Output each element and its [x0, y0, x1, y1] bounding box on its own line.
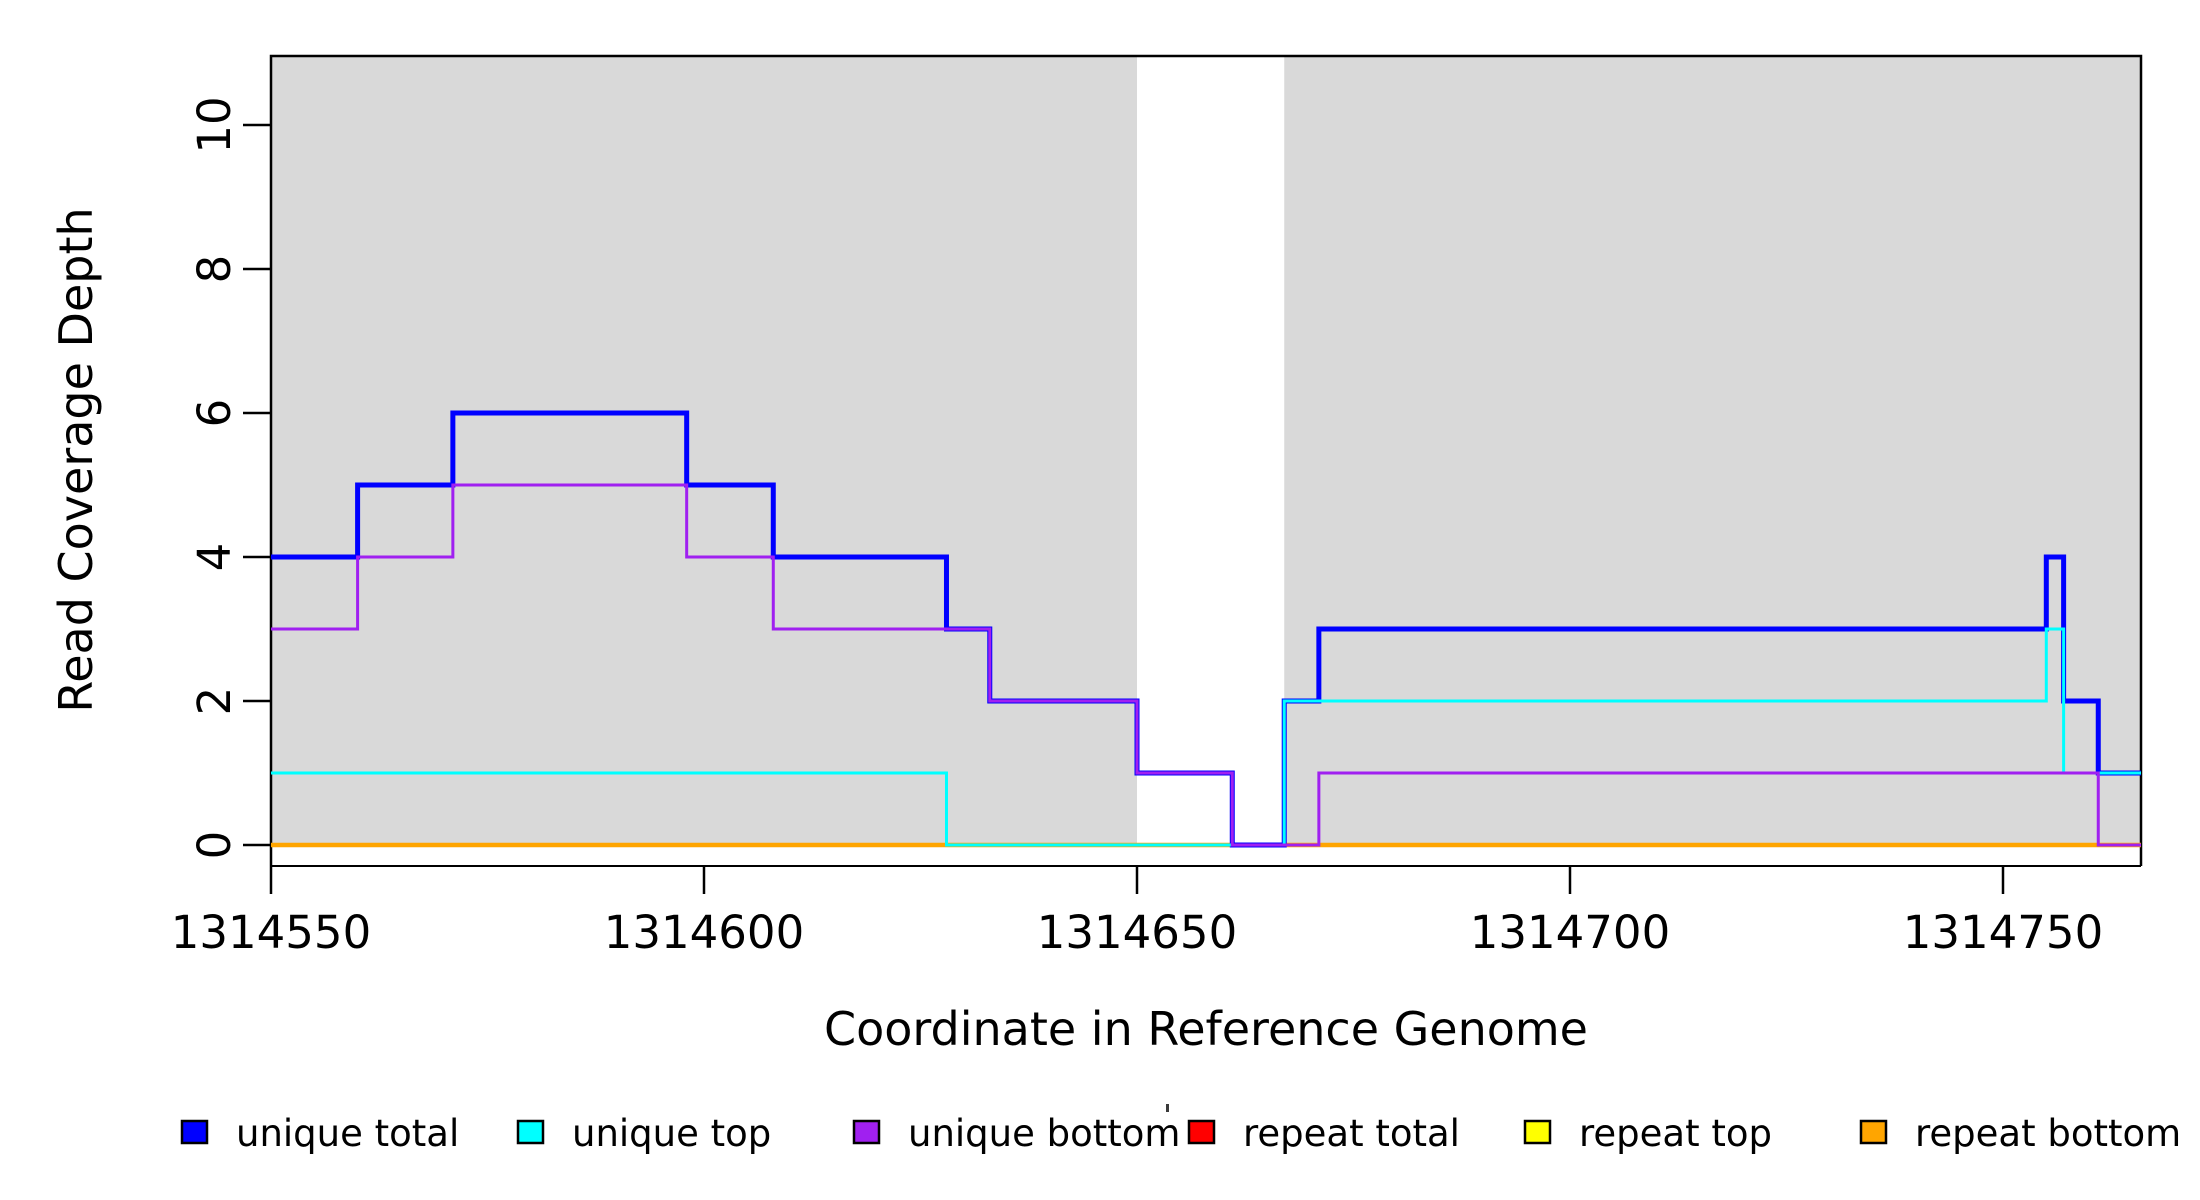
legend-label-unique-top: unique top	[572, 1112, 771, 1155]
shaded-regions-layer	[271, 57, 2141, 845]
legend-item: repeat total	[1187, 1112, 1460, 1155]
legend-item: unique bottom	[852, 1112, 1180, 1155]
legend-swatch-repeat-bottom	[1859, 1119, 1888, 1145]
x-tick-label: 1314750	[1903, 906, 2103, 959]
shaded-region	[1284, 57, 2141, 845]
plot-border	[269, 54, 2143, 866]
legend-label-repeat-total: repeat total	[1243, 1112, 1460, 1155]
legend-item: unique total	[180, 1112, 459, 1155]
x-tick-label: 1314550	[171, 906, 371, 959]
y-tick-label: 0	[188, 831, 241, 860]
y-axis-title: Read Coverage Depth	[49, 207, 103, 712]
x-axis-title: Coordinate in Reference Genome	[824, 1002, 1588, 1056]
legend-swatch-unique-total	[180, 1119, 209, 1145]
legend-label-unique-bottom: unique bottom	[908, 1112, 1180, 1155]
y-tick-label: 6	[188, 399, 241, 428]
legend-label-repeat-bottom: repeat bottom	[1915, 1112, 2181, 1155]
x-tick-label: 1314650	[1037, 906, 1237, 959]
plot-box-layer	[269, 54, 2143, 867]
y-tick-label: 4	[188, 543, 241, 572]
legend: unique total unique top unique bottom re…	[180, 1104, 2181, 1155]
y-tick-label: 10	[188, 96, 241, 153]
legend-label-repeat-top: repeat top	[1579, 1112, 1772, 1155]
series-line-unique-bottom	[271, 483, 2141, 847]
legend-label-unique-total: unique total	[236, 1112, 459, 1155]
shaded-region	[271, 57, 1137, 845]
legend-swatch-repeat-total	[1187, 1119, 1216, 1145]
series-line-unique-top	[271, 627, 2141, 847]
axes-layer: 1314550 1314600 1314650 1314700 1314750 0 2 4 6 8…	[171, 96, 2103, 959]
x-tick-label: 1314700	[1470, 906, 1670, 959]
legend-artifact-dot	[1166, 1104, 1169, 1112]
x-tick-label: 1314600	[604, 906, 804, 959]
legend-item: repeat top	[1523, 1112, 1772, 1155]
legend-item: repeat bottom	[1859, 1112, 2181, 1155]
legend-swatch-unique-bottom	[852, 1119, 881, 1145]
y-tick-label: 8	[188, 255, 241, 284]
legend-swatch-repeat-top	[1523, 1119, 1552, 1145]
legend-item: unique top	[516, 1112, 771, 1155]
y-tick-label: 2	[188, 687, 241, 716]
series-lines-layer	[271, 410, 2141, 848]
legend-swatch-unique-top	[516, 1119, 545, 1145]
